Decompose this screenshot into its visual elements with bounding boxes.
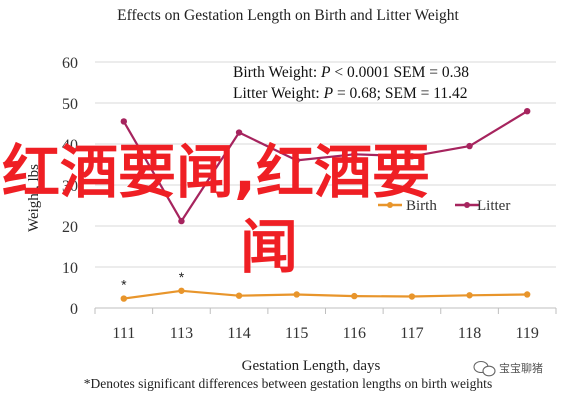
significance-marker-111: * xyxy=(121,277,127,293)
significance-marker-113: * xyxy=(179,269,185,285)
wechat-icon xyxy=(473,360,496,377)
y-tick-label-30: 30 xyxy=(62,178,78,195)
point-birth-118 xyxy=(466,292,473,299)
x-tick-label-118: 118 xyxy=(458,325,481,342)
x-tick-label-117: 117 xyxy=(400,325,423,342)
y-tick-label-40: 40 xyxy=(62,137,78,154)
point-birth-117 xyxy=(408,293,416,300)
legend-litter-marker xyxy=(464,202,470,208)
y-tick-label-60: 60 xyxy=(62,55,78,72)
overlay-text: 红酒要闻,红酒要 闻 xyxy=(2,138,430,281)
watermark: 宝宝聊猪 xyxy=(473,360,543,377)
axis-layer: 0 10 20 30 40 50 60 111 113 114 115 116 117 118 119 xyxy=(62,55,557,342)
point-litter-116 xyxy=(351,151,358,158)
y-tick-label-50: 50 xyxy=(62,96,78,113)
legend-litter-label: Litter xyxy=(477,198,510,214)
point-litter-119 xyxy=(523,108,531,115)
stat-line-litter: Litter Weight: P = 0.68; SEM = 11.42 xyxy=(233,85,468,102)
overlay-line-1: 红酒要闻,红酒要 xyxy=(2,138,430,206)
legend-birth-marker xyxy=(387,202,393,208)
series-layer: * * xyxy=(120,108,531,302)
point-litter-117 xyxy=(408,153,416,160)
grid-layer xyxy=(95,61,556,268)
x-tick-label-119: 119 xyxy=(515,325,538,342)
point-birth-119 xyxy=(523,291,531,298)
series-line-birth xyxy=(123,289,528,300)
y-tick-label-20: 20 xyxy=(62,219,78,236)
point-birth-114 xyxy=(235,292,243,299)
point-litter-114 xyxy=(235,129,243,136)
y-axis-title: Weight, lbs xyxy=(26,164,42,232)
point-birth-115 xyxy=(293,291,300,298)
x-tick-label-115: 115 xyxy=(285,325,308,342)
point-birth-116 xyxy=(351,292,358,300)
point-litter-113 xyxy=(178,217,185,225)
point-litter-115 xyxy=(293,157,300,164)
series-line-litter xyxy=(122,110,528,223)
point-birth-113 xyxy=(178,287,185,294)
legend: Birth Litter xyxy=(378,198,510,214)
legend-birth-label: Birth xyxy=(406,198,437,214)
y-tick-label-0: 0 xyxy=(70,301,78,318)
y-tick-label-10: 10 xyxy=(62,260,78,277)
chart-title: Effects on Gestation Length on Birth and… xyxy=(117,7,459,24)
point-litter-118 xyxy=(466,142,473,150)
point-birth-111 xyxy=(120,295,128,302)
x-tick-label-111: 111 xyxy=(112,325,135,342)
overlay-line-2: 闻 xyxy=(240,213,298,281)
x-tick-label-114: 114 xyxy=(227,325,250,342)
x-tick-label-113: 113 xyxy=(170,325,193,342)
stat-line-birth: Birth Weight: P < 0.0001 SEM = 0.38 xyxy=(233,64,469,81)
watermark-text: 宝宝聊猪 xyxy=(499,361,543,375)
x-axis-title: Gestation Length, days xyxy=(242,358,381,374)
point-litter-111 xyxy=(120,118,128,125)
x-tick-label-116: 116 xyxy=(343,325,366,342)
footnote: *Denotes significant differences between… xyxy=(84,376,492,391)
